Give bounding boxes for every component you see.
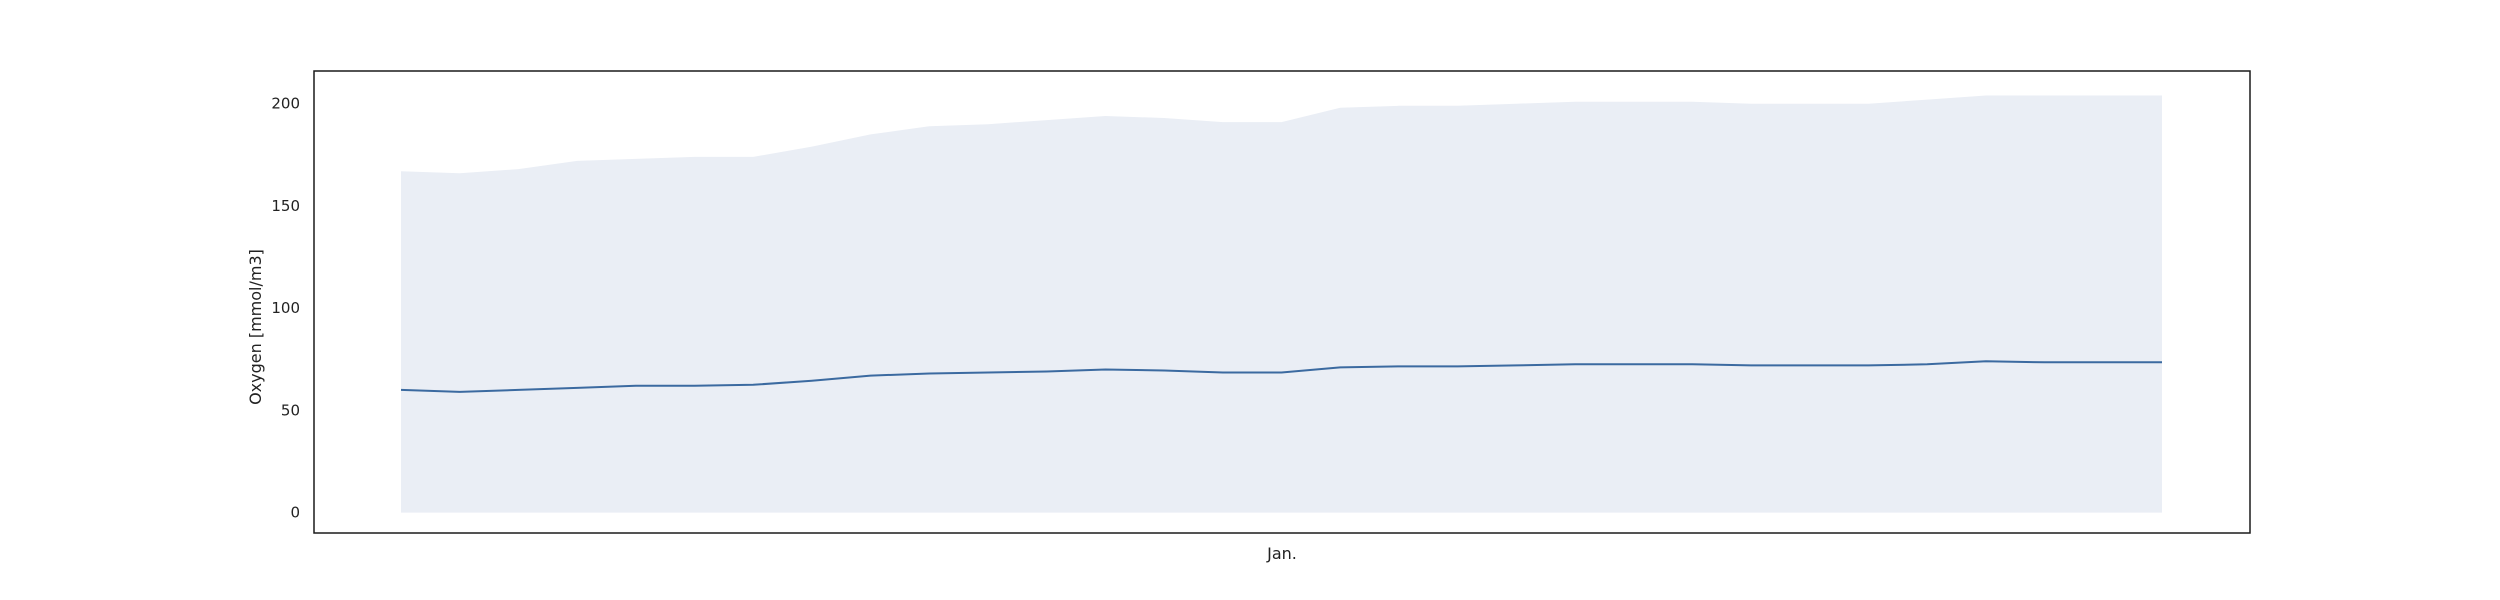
y-tick-label: 200 [271, 95, 300, 113]
plot-area [400, 95, 2162, 513]
y-axis-label: Oxygen [mmol/m3] [246, 249, 265, 405]
y-tick-label: 0 [290, 504, 300, 522]
y-tick-label: 100 [271, 299, 300, 317]
mean-line [400, 360, 2162, 393]
y-tick-label: 150 [271, 197, 300, 215]
y-axis-ticks: 0 50 100 150 200 [271, 95, 300, 522]
range-band-area [401, 95, 2162, 513]
y-tick-label: 50 [281, 401, 300, 419]
x-axis-label: Jan. [1266, 544, 1297, 563]
plot-frame [313, 70, 2251, 534]
